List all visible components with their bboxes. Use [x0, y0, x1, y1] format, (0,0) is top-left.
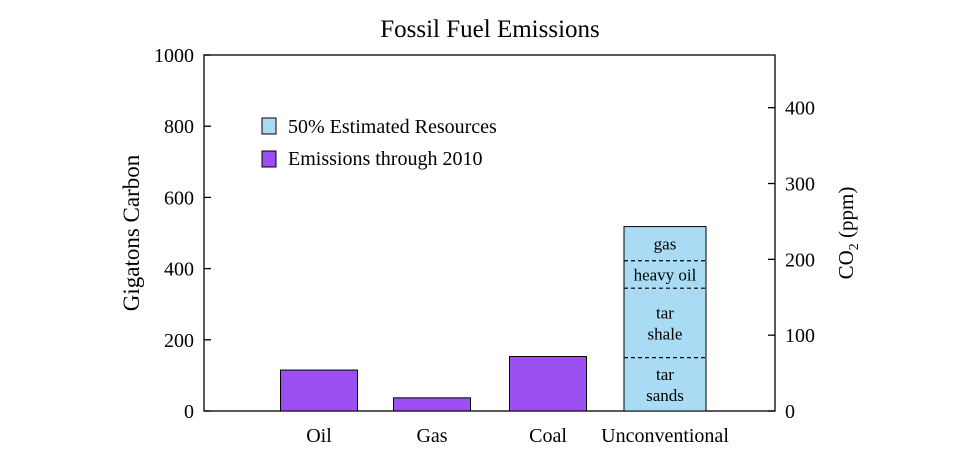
legend-swatch-resources: [261, 117, 277, 135]
legend-label-resources: 50% Estimated Resources: [288, 116, 497, 138]
y2-axis-label: CO2 (ppm): [834, 187, 862, 280]
y2-tick-label: 0: [785, 401, 795, 423]
y2-tick-label: 100: [785, 325, 815, 347]
bar-emissions: [280, 369, 358, 412]
y-axis-label: Gigatons Carbon: [119, 154, 144, 311]
chart-marks: tar sands tar shale heavy oil gas: [280, 226, 707, 412]
bar-emissions: [393, 397, 471, 412]
y2-axis: 0 100 200 300 400: [768, 98, 815, 423]
segment-label: heavy oil: [634, 265, 697, 284]
legend-label-emissions: Emissions through 2010: [288, 148, 482, 170]
bar-emissions: [509, 356, 587, 412]
x-axis: Oil Gas Coal Unconventional: [306, 425, 729, 447]
y2-axis-label-subscript: 2: [847, 243, 862, 250]
x-tick-label: Coal: [529, 425, 567, 447]
bar-resources: [623, 226, 707, 412]
y-tick-label: 200: [164, 330, 194, 352]
legend-swatch-emissions: [261, 150, 277, 168]
segment-label: gas: [654, 235, 677, 254]
plot-frame: [203, 54, 776, 412]
segment-label: tar: [656, 303, 674, 322]
y-tick-label: 400: [164, 259, 194, 281]
y-tick-label: 0: [184, 401, 194, 423]
segment-label: shale: [648, 324, 683, 343]
x-tick-label: Oil: [306, 425, 332, 447]
y2-axis-label-unit: (ppm): [834, 187, 858, 244]
y-axis: 0 200 400 600 800 1000: [154, 45, 211, 423]
y-tick-label: 1000: [154, 45, 194, 67]
y2-tick-label: 200: [785, 249, 815, 271]
y-tick-label: 600: [164, 187, 194, 209]
legend: 50% Estimated Resources Emissions throug…: [261, 116, 497, 170]
chart-title: Fossil Fuel Emissions: [380, 16, 600, 43]
y2-axis-label-main: CO: [834, 250, 858, 279]
y2-tick-label: 300: [785, 174, 815, 196]
segment-label: sands: [646, 386, 684, 405]
x-tick-label: Unconventional: [601, 425, 729, 447]
y2-tick-label: 400: [785, 98, 815, 120]
segment-label: tar: [656, 365, 674, 384]
x-tick-label: Gas: [416, 425, 447, 447]
y-tick-label: 800: [164, 116, 194, 138]
